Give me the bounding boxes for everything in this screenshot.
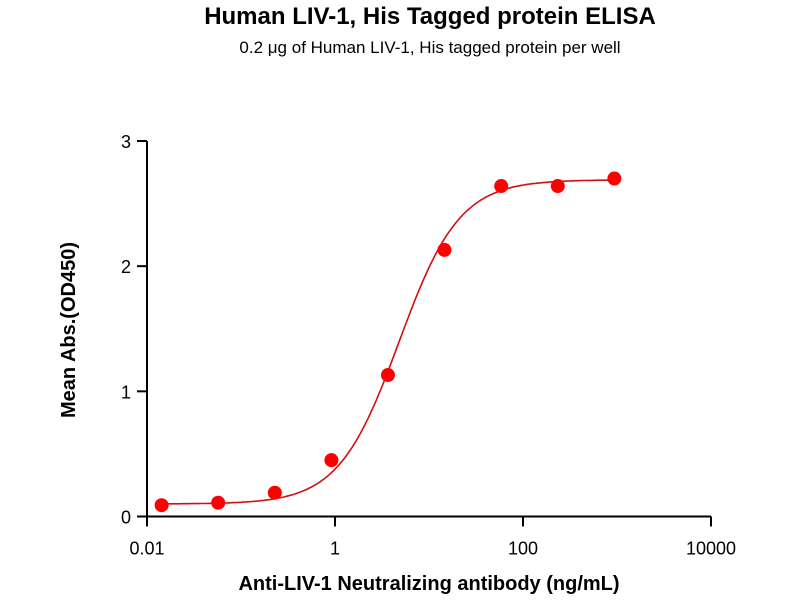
data-point [437,242,452,257]
y-tick-label: 1 [121,382,131,402]
chart-title: Human LIV-1, His Tagged protein ELISA [204,3,656,30]
y-tick-label: 2 [121,257,131,277]
data-point [494,179,509,194]
x-tick-label: 100 [508,539,538,559]
data-point [380,368,395,383]
y-tick-label: 0 [121,508,131,528]
fit-curve [161,179,615,505]
x-tick-label: 1 [330,539,340,559]
data-point [154,498,169,513]
data-point [324,453,339,468]
y-axis-label: Mean Abs.(OD450) [58,242,80,418]
x-tick-label: 10000 [686,539,736,559]
x-axis-label: Anti-LIV-1 Neutralizing antibody (ng/mL) [238,573,619,595]
y-tick-label: 3 [121,132,131,152]
x-tick-label: 0.01 [129,539,164,559]
chart-subtitle: 0.2 μg of Human LIV-1, His tagged protei… [239,38,620,57]
data-point [550,179,565,194]
data-point [267,485,282,500]
data-point [211,495,226,510]
data-point [607,171,622,186]
